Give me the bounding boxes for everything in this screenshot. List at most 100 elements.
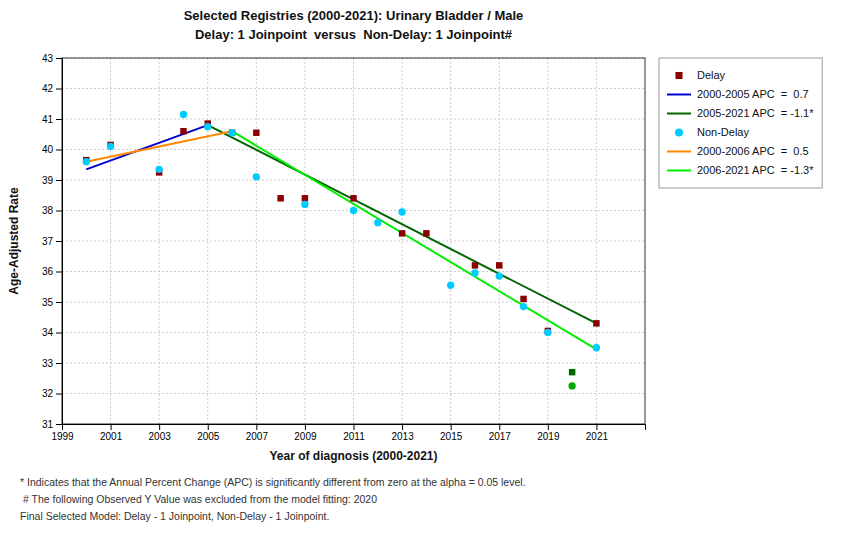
x-tick-mark (159, 424, 160, 430)
trend-line (232, 131, 596, 349)
y-grid-line (62, 271, 645, 272)
x-tick-label: 2007 (246, 431, 269, 442)
plot-frame (62, 58, 645, 424)
y-tick: 43 (42, 53, 62, 64)
x-tick-mark (596, 424, 597, 430)
x-tick-mark (305, 424, 306, 430)
y-tick-mark (56, 211, 62, 212)
y-tick: 39 (42, 175, 62, 186)
point (568, 382, 575, 389)
y-tick-mark (56, 241, 62, 242)
legend: Delay 2000-2005 APC = 0.7 2005-2021 APC = … (659, 58, 822, 188)
legend-swatch (667, 151, 691, 153)
y-tick: 42 (42, 83, 62, 94)
legend-item: Non-Delay (675, 126, 749, 138)
x-tick-label: 2001 (100, 431, 123, 442)
chart: 1999200120032005200720092011201320152017… (0, 0, 857, 554)
footnote: Final Selected Model: Delay - 1 Joinpoin… (20, 510, 329, 522)
point (253, 173, 260, 180)
point (350, 195, 356, 201)
x-tick-label: 2019 (537, 431, 560, 442)
point (520, 303, 527, 310)
y-tick-label: 33 (42, 358, 54, 369)
y-tick-label: 32 (42, 388, 54, 399)
x-tick-mark (402, 424, 403, 430)
legend-swatch (675, 72, 682, 79)
y-tick-mark (56, 333, 62, 334)
legend-frame (659, 58, 822, 188)
y-axis-line (56, 59, 63, 425)
point (593, 344, 600, 351)
y-tick-label: 38 (42, 205, 54, 216)
y-tick-mark (56, 89, 62, 90)
trend-line (86, 131, 232, 162)
x-tick: 2021 (586, 424, 609, 442)
legend-label: Non-Delay (697, 126, 749, 138)
point (447, 282, 454, 289)
trend-line (86, 125, 207, 169)
legend-item: 2000-2005 APC = 0.7 (667, 88, 809, 100)
point (471, 269, 478, 276)
y-grid-line (62, 241, 645, 242)
x-tick-label: 1999 (51, 431, 74, 442)
x-tick-mark (548, 424, 549, 430)
x-tick-label: 2005 (197, 431, 220, 442)
point (277, 195, 283, 201)
title: Selected Registries (2000-2021): Urinary… (184, 8, 524, 23)
y-tick: 32 (42, 388, 62, 399)
y-tick-mark (56, 180, 62, 181)
point (83, 158, 90, 165)
x-grid-line (596, 58, 597, 424)
legend-item: 2006-2021 APC = -1.3* (667, 164, 814, 176)
y-tick-label: 36 (42, 266, 54, 277)
x-tick: 2011 (343, 424, 365, 442)
point (229, 129, 235, 135)
y-tick-label: 31 (42, 419, 54, 430)
x-axis-line (63, 425, 646, 431)
x-tick: 2013 (391, 424, 414, 442)
point (204, 123, 211, 130)
y-grid-line (62, 88, 645, 89)
y-tick-label: 41 (42, 114, 54, 125)
y-tick-mark (56, 394, 62, 395)
y-grid-line (62, 363, 645, 364)
point (107, 143, 114, 150)
x-tick: 2007 (246, 424, 269, 442)
legend-label: 2000-2005 APC = 0.7 (697, 88, 809, 100)
marks (83, 111, 600, 390)
y-tick-mark (56, 58, 62, 59)
x-tick-mark (111, 424, 112, 430)
y-grid-line (62, 302, 645, 303)
y-tick-label: 35 (42, 297, 54, 308)
x-tick: 1999 (51, 424, 74, 442)
y-axis-title: Age-Adjusted Rate (7, 187, 21, 295)
footnote: # The following Observed Y Value was exc… (20, 493, 377, 505)
point (253, 129, 259, 135)
y-tick: 35 (42, 297, 62, 308)
x-tick: 2003 (149, 424, 172, 442)
x-axis-title: Year of diagnosis (2000-2021) (269, 449, 437, 463)
point (423, 230, 429, 236)
legend-item: 2005-2021 APC = -1.1* (667, 107, 814, 119)
legend-swatch (667, 94, 691, 96)
legend-item: Delay (675, 69, 725, 81)
x-tick-mark (256, 424, 257, 430)
x-tick: 2001 (100, 424, 123, 442)
legend-label: 2005-2021 APC = -1.1* (697, 107, 814, 119)
legend-swatch (667, 170, 691, 172)
footnote: * Indicates that the Annual Percent Chan… (20, 476, 526, 488)
y-grid-line (62, 393, 645, 394)
y-tick: 33 (42, 358, 62, 369)
y-tick-label: 34 (42, 327, 54, 338)
y-tick: 31 (42, 419, 62, 430)
y-tick: 38 (42, 205, 62, 216)
y-grid-line (62, 332, 645, 333)
x-tick-label: 2009 (294, 431, 317, 442)
y-tick-label: 40 (42, 144, 54, 155)
x-axis: 1999200120032005200720092011201320152017… (51, 424, 645, 442)
x-tick: 2005 (197, 424, 220, 442)
y-tick-label: 37 (42, 236, 54, 247)
point (593, 320, 599, 326)
point (496, 272, 503, 279)
x-tick-label: 2021 (586, 431, 609, 442)
